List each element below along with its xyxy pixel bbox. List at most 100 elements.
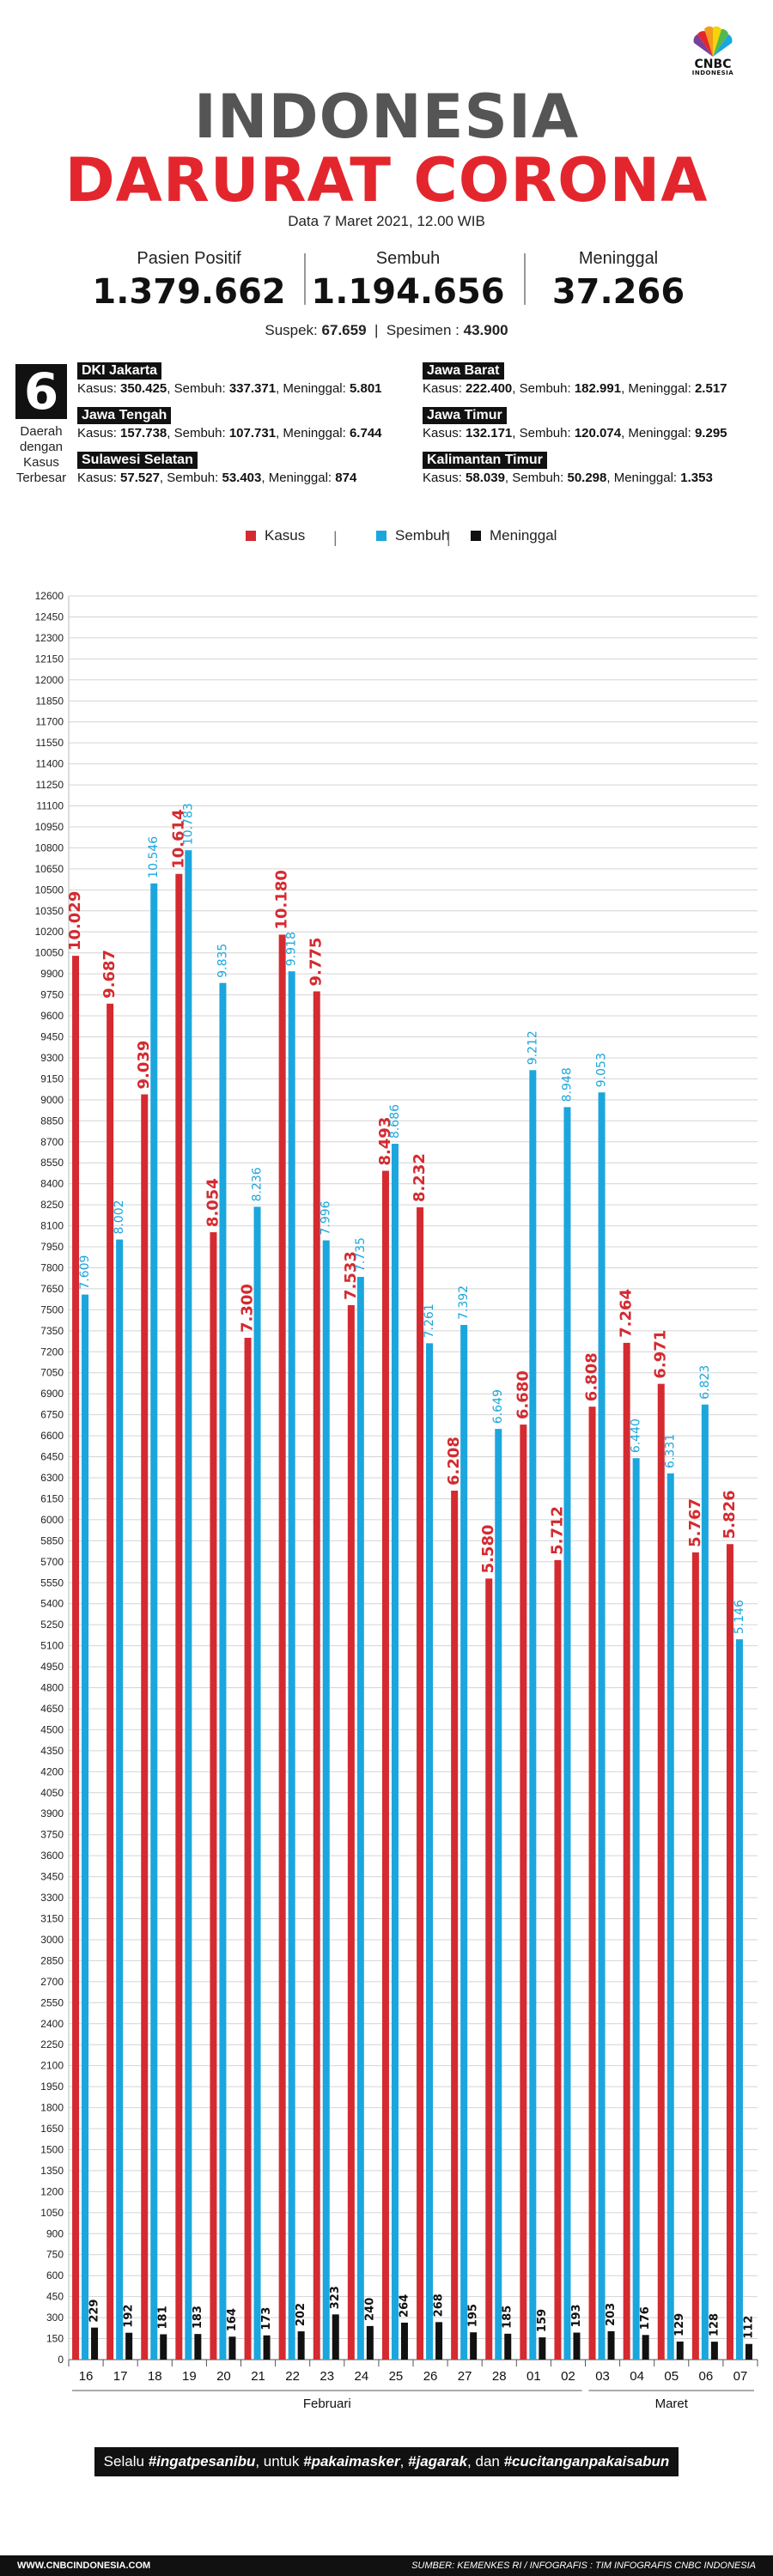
y-tick-label: 12450 (35, 611, 64, 623)
bar-meninggal (745, 2343, 752, 2360)
bar-kasus (726, 1544, 733, 2360)
y-tick-label: 9900 (40, 968, 64, 980)
bar-kasus (417, 1207, 424, 2360)
bottom-bar: WWW.CNBCINDONESIA.COM SUMBER: KEMENKES R… (0, 2555, 773, 2576)
website-link[interactable]: WWW.CNBCINDONESIA.COM (17, 2561, 151, 2571)
region-name: Sulawesi Selatan (77, 452, 198, 469)
y-tick-label: 900 (46, 2227, 64, 2239)
y-tick-label: 11700 (36, 716, 64, 728)
y-tick-label: 3000 (40, 1934, 64, 1946)
stat-positif-value: 1.379.662 (92, 272, 286, 312)
data-label-sembuh: 7.261 (423, 1303, 436, 1338)
data-label-kasus: 7.533 (342, 1251, 360, 1300)
logo-text: CNBC (694, 58, 732, 71)
bar-kasus (554, 1559, 562, 2360)
legend-item-kasus: Kasus (246, 527, 305, 544)
data-label-kasus: 8.493 (376, 1117, 394, 1166)
y-tick-label: 12000 (35, 674, 64, 686)
data-label-sembuh: 7.609 (78, 1255, 92, 1290)
bar-meninggal (125, 2332, 133, 2360)
y-tick-label: 9750 (40, 989, 64, 1001)
region-stat-value: 120.074 (574, 426, 622, 440)
y-tick-label: 450 (46, 2291, 64, 2303)
title-line-1: INDONESIA (193, 82, 580, 152)
bar-sembuh (460, 1324, 468, 2360)
x-tick-label: 26 (423, 2369, 438, 2384)
bar-sembuh (116, 1239, 124, 2360)
region-name: DKI Jakarta (77, 362, 162, 380)
region-stat-value: 222.400 (466, 381, 513, 396)
y-tick-label: 7350 (40, 1325, 64, 1337)
data-label-meninggal: 240 (363, 2298, 376, 2321)
legend-swatch-meninggal (471, 531, 481, 541)
region-stat-value: 182.991 (574, 381, 622, 396)
y-tick-label: 6450 (40, 1451, 64, 1463)
bar-kasus (210, 1232, 217, 2360)
x-tick-label: 28 (492, 2369, 507, 2384)
stat-meninggal-label: Meninggal (578, 249, 659, 268)
bar-kasus (107, 1003, 114, 2360)
y-tick-label: 11250 (36, 779, 64, 791)
y-tick-label: 9450 (40, 1031, 64, 1043)
data-label-sembuh: 8.002 (113, 1200, 126, 1234)
data-label-sembuh: 8.686 (388, 1104, 402, 1139)
data-label-meninggal: 229 (88, 2300, 101, 2323)
data-label-meninggal: 183 (192, 2306, 204, 2329)
bar-meninggal (366, 2325, 374, 2360)
y-tick-label: 5250 (40, 1619, 64, 1631)
y-tick-label: 10050 (35, 947, 64, 959)
data-label-meninggal: 264 (398, 2294, 411, 2318)
y-tick-label: 1950 (40, 2081, 64, 2093)
month-label: Maret (655, 2397, 689, 2411)
region-stat-value: 57.527 (120, 471, 160, 485)
region-stat-value: 5.801 (349, 381, 382, 396)
data-label-kasus: 7.300 (239, 1284, 257, 1333)
y-tick-label: 4050 (40, 1787, 64, 1799)
y-tick-label: 8700 (40, 1136, 64, 1148)
y-tick-label: 10500 (35, 884, 64, 896)
y-tick-label: 10950 (35, 821, 64, 833)
data-label-sembuh: 7.735 (354, 1237, 368, 1272)
y-tick-label: 7050 (40, 1367, 64, 1379)
bar-meninggal (263, 2335, 271, 2360)
stat-sembuh-label: Sembuh (375, 249, 441, 268)
x-tick-label: 16 (79, 2369, 94, 2384)
bar-sembuh (632, 1458, 640, 2360)
y-tick-label: 1200 (40, 2185, 64, 2197)
logo-subtext: INDONESIA (691, 70, 734, 76)
y-tick-label: 5400 (40, 1598, 64, 1610)
y-tick-label: 750 (46, 2249, 64, 2261)
bar-sembuh (735, 1639, 743, 2360)
y-tick-label: 7200 (40, 1346, 64, 1358)
bar-meninggal (400, 2322, 408, 2360)
y-tick-label: 0 (58, 2354, 64, 2366)
data-label-meninggal: 173 (260, 2307, 273, 2330)
bar-kasus (347, 1305, 355, 2360)
region-name: Jawa Timur (423, 407, 507, 424)
y-tick-label: 10350 (35, 905, 64, 917)
y-tick-label: 4350 (40, 1745, 64, 1757)
region-stat-value: 1.353 (680, 471, 713, 485)
data-label-meninggal: 195 (467, 2304, 480, 2327)
bar-kasus (451, 1490, 459, 2360)
y-tick-label: 150 (46, 2333, 64, 2345)
bar-meninggal (435, 2322, 443, 2360)
stat-meninggal: Meninggal 37.266 (507, 249, 730, 312)
y-tick-label: 9150 (40, 1072, 64, 1084)
y-tick-label: 8100 (40, 1220, 64, 1232)
bar-kasus (657, 1383, 665, 2360)
bar-meninggal (676, 2341, 684, 2360)
y-tick-label: 5850 (40, 1534, 64, 1546)
y-tick-label: 2700 (40, 1976, 64, 1988)
y-tick-label: 5700 (40, 1556, 64, 1568)
region-stat-value: 337.371 (228, 381, 277, 396)
bar-sembuh (253, 1206, 261, 2360)
region-count-badge: 6 (15, 364, 67, 419)
y-tick-label: 9600 (40, 1010, 64, 1022)
x-tick-label: 17 (113, 2369, 128, 2384)
bar-meninggal (539, 2337, 546, 2360)
y-tick-label: 600 (46, 2269, 64, 2281)
data-label-kasus: 5.712 (548, 1506, 566, 1555)
data-label-meninggal: 112 (742, 2316, 755, 2339)
bar-sembuh (666, 1473, 674, 2360)
